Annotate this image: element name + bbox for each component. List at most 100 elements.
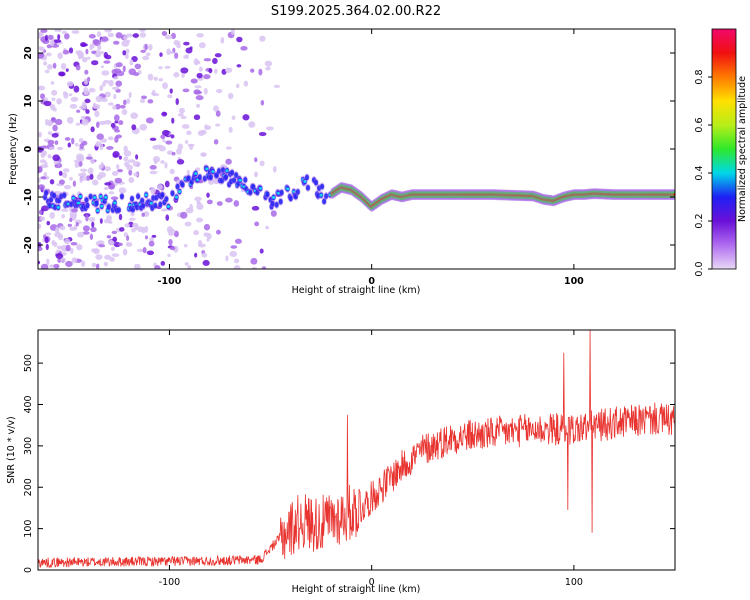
spectrogram-cell [180, 115, 187, 120]
y-tick-label: 300 [23, 437, 34, 455]
ridge-cell [274, 202, 279, 208]
spectrogram-cell [104, 254, 112, 260]
spectrogram-cell [142, 55, 150, 61]
spectrogram-cell [177, 143, 184, 150]
spectrogram-cell [89, 173, 94, 180]
spectrogram-cell [85, 48, 89, 55]
spectrogram-cell [206, 192, 210, 198]
spectrogram-cell [182, 88, 190, 93]
spectrogram-cell [38, 184, 45, 191]
spectrogram-cell [90, 159, 95, 165]
spectrogram-cell [129, 59, 134, 66]
spectrogram-cell [111, 86, 120, 90]
spectrogram-cell [45, 243, 49, 250]
ridge-cell [304, 174, 309, 181]
ridge-cell [278, 198, 283, 205]
spectrogram-cell [46, 63, 53, 70]
spectrogram-cell [184, 140, 189, 144]
spectrogram-cell [215, 123, 221, 127]
spectrogram-cell [71, 30, 80, 34]
spectrogram-cell [56, 98, 62, 105]
spectrogram-cell [70, 96, 79, 102]
spectrogram-cell [104, 29, 113, 33]
spectrogram-cell [122, 50, 127, 56]
spectrogram-cell [145, 117, 154, 124]
spectrogram-cell [75, 64, 81, 71]
spectrogram-cell [169, 168, 175, 175]
spectrogram-cell [164, 180, 170, 188]
spectrogram-cell [133, 172, 139, 177]
spectrogram-cell [196, 203, 204, 211]
spectrogram-cell [123, 156, 129, 162]
spectrogram-cell [109, 257, 115, 262]
spectrogram-cell [148, 240, 155, 247]
ridge-cell [144, 193, 148, 197]
spectrogram-cell [131, 124, 137, 131]
spectrogram-cell [39, 216, 46, 221]
ridge-cell [324, 193, 329, 199]
spectrogram-cell [78, 138, 84, 143]
ridge-cell [113, 201, 117, 205]
spectrogram-frame [37, 28, 676, 270]
spectrogram-cell [258, 131, 267, 137]
spectrogram-cell [106, 235, 112, 239]
snr-frame [37, 329, 676, 571]
spectrogram-cell [72, 180, 76, 187]
spectrogram-cell [81, 101, 87, 108]
spectrogram-cell [57, 146, 63, 151]
spectrogram-cell [161, 129, 170, 137]
ridge-cell [208, 174, 213, 181]
spectrogram-cell [47, 154, 52, 159]
spectrogram-cell [251, 266, 258, 269]
spectrogram-cell [40, 176, 47, 180]
spectrogram-cell [44, 34, 49, 41]
spectrogram-cell [264, 60, 273, 67]
spectrogram-cell [110, 196, 119, 200]
spectrogram-cell [80, 260, 86, 268]
spectrogram-cell [128, 169, 133, 176]
spectrogram-cell [45, 52, 52, 57]
ridge-cell [271, 196, 276, 199]
spectrogram-cell [101, 36, 109, 42]
ridge-cell [130, 196, 135, 202]
spectrogram-cell [116, 70, 125, 77]
spectrogram-cell [123, 99, 127, 106]
colorbar-ticks: 0.0 0.2 0.4 0.6 0.8 [694, 69, 712, 277]
spectrogram-cell [166, 48, 171, 56]
spectrogram-cell [230, 29, 235, 36]
spectrogram-cell [148, 43, 153, 51]
spectrogram-cell [133, 263, 141, 269]
spectrogram-cell [225, 158, 232, 165]
spectrogram-cell [68, 93, 73, 97]
spectrogram-cell [89, 233, 94, 241]
spectrogram-cell [101, 70, 110, 76]
spectrogram-cell [127, 159, 136, 163]
ridge-cell [319, 193, 323, 197]
spectrogram-cell [259, 35, 266, 42]
spectrogram-cell [261, 266, 267, 269]
spectrogram-cell [153, 158, 158, 165]
spectrogram-cell [107, 220, 113, 224]
spectrogram-cell [240, 45, 248, 51]
spectrogram-cell [103, 120, 112, 125]
spectrogram-cell [38, 131, 42, 138]
spectrogram-cell [95, 263, 100, 269]
spectrogram-cell [147, 73, 154, 81]
colorbar-gradient [711, 28, 737, 270]
spectrogram-cell [161, 31, 168, 37]
spectrogram-cell [98, 164, 102, 170]
spectrogram-y-label: Frequency (Hz) [8, 113, 19, 185]
spectrogram-cell [167, 228, 176, 235]
spectrogram-cell [46, 221, 51, 226]
spectrogram-cell [201, 252, 208, 258]
ridge-cell [243, 177, 248, 183]
y-tick-label: 400 [23, 395, 34, 413]
spectrogram-cell [225, 67, 233, 73]
spectrogram-cell [38, 260, 41, 265]
spectrogram-cell [61, 208, 69, 213]
spectrogram-cell [243, 80, 249, 87]
figure-title: S199.2025.364.02.00.R22 [271, 4, 441, 19]
spectrogram-cell [91, 179, 99, 186]
spectrogram-cell [157, 183, 163, 190]
spectrogram-cell [220, 36, 225, 44]
